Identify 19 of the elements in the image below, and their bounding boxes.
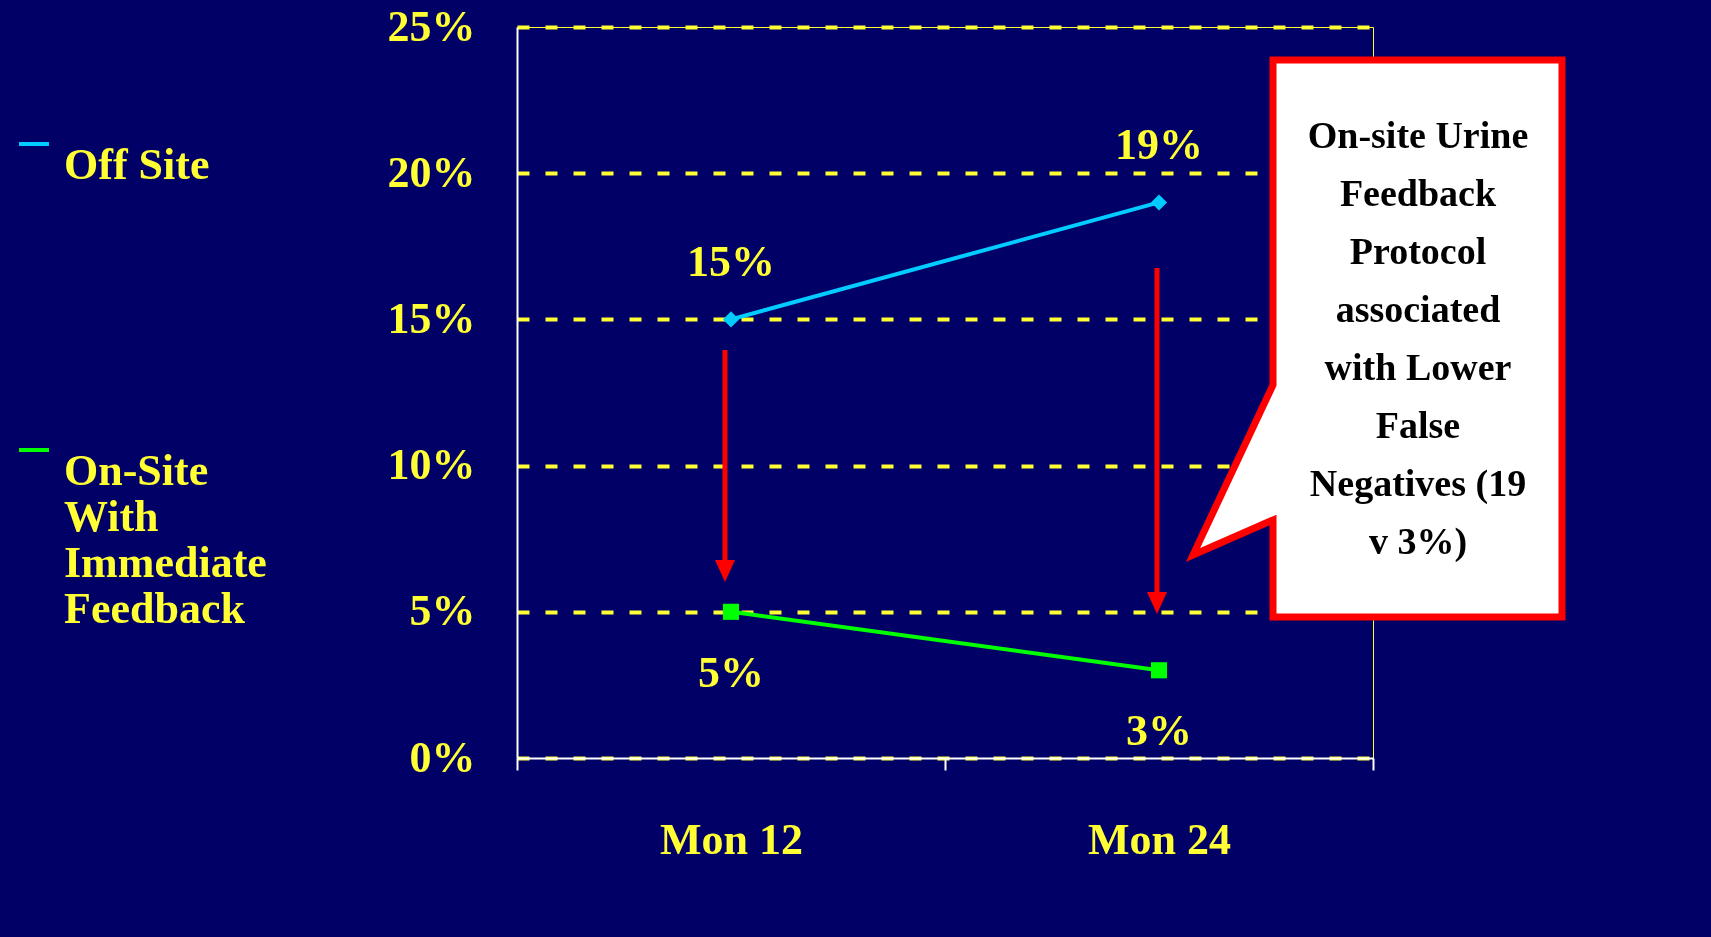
data-label: 5% [698,647,764,697]
y-tick-label: 10% [387,440,476,490]
legend-label: Off Site [64,140,210,189]
annotation: On-site Urine Feedback Protocol associated with Lower False Negatives (19 v 3%) [1306,113,1530,564]
y-tick-label: 0% [409,732,476,782]
legend-label: On-Site With Immediate Feedback [64,446,267,633]
data-label: 3% [1126,706,1192,756]
data-label: 15% [687,237,775,287]
y-tick-label: 5% [409,586,476,636]
y-tick-label: 20% [387,147,476,197]
y-tick-label: 15% [387,293,476,343]
x-tick-label: Mon 24 [1088,814,1231,864]
point [1150,194,1168,211]
x-tick-label: Mon 12 [660,814,803,864]
point [722,311,740,328]
point [722,603,740,620]
point [1150,662,1168,679]
data-label: 19% [1115,120,1203,170]
y-tick-label: 25% [387,1,476,51]
